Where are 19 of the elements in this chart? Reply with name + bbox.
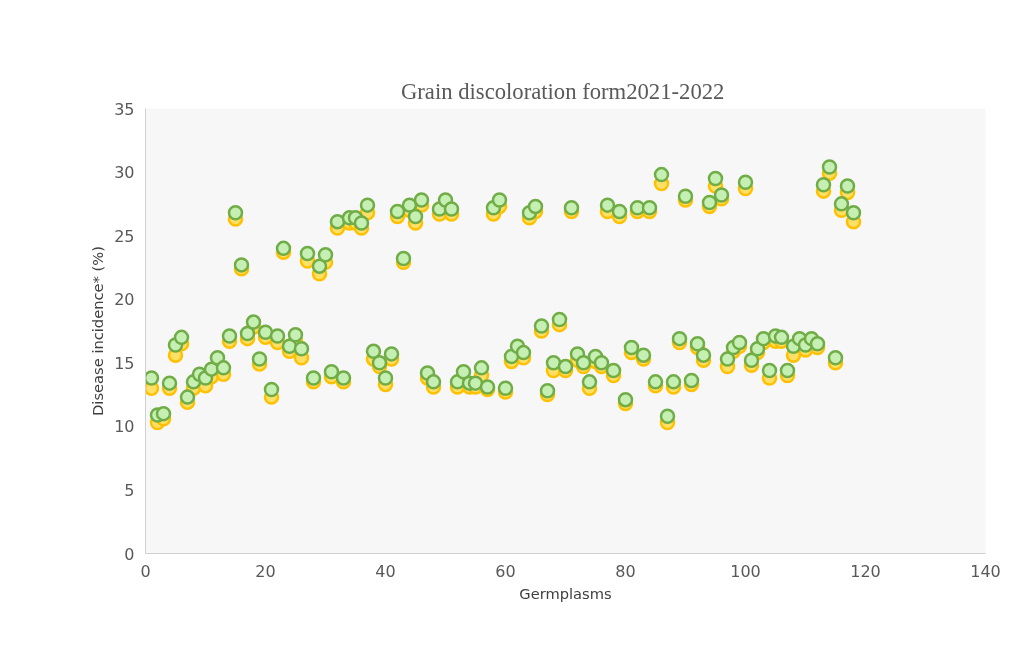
x-tick-label: 20 [255,561,276,581]
chart-title: Grain discoloration form2021-2022 [400,78,725,104]
x-tick-label: 100 [730,561,761,581]
y-tick-label: 0 [124,544,135,564]
x-tick-label: 0 [140,561,151,581]
y-tick-label: 15 [114,353,135,373]
x-tick-label: 140 [970,561,1001,581]
y-tick-label: 35 [114,99,135,119]
x-tick-label: 60 [495,561,516,581]
y-tick-label: 30 [114,163,135,183]
x-tick-label: 80 [615,561,636,581]
y-tick-label: 10 [114,417,135,437]
x-tick-label: 40 [375,561,396,581]
y-tick-label: 5 [124,480,135,500]
x-axis-title: Germplasms [519,584,612,602]
y-axis-title: Disease incidence* (%) [89,246,107,416]
y-tick-label: 25 [114,226,135,246]
x-tick-label: 120 [850,561,881,581]
y-tick-label: 20 [114,290,135,310]
